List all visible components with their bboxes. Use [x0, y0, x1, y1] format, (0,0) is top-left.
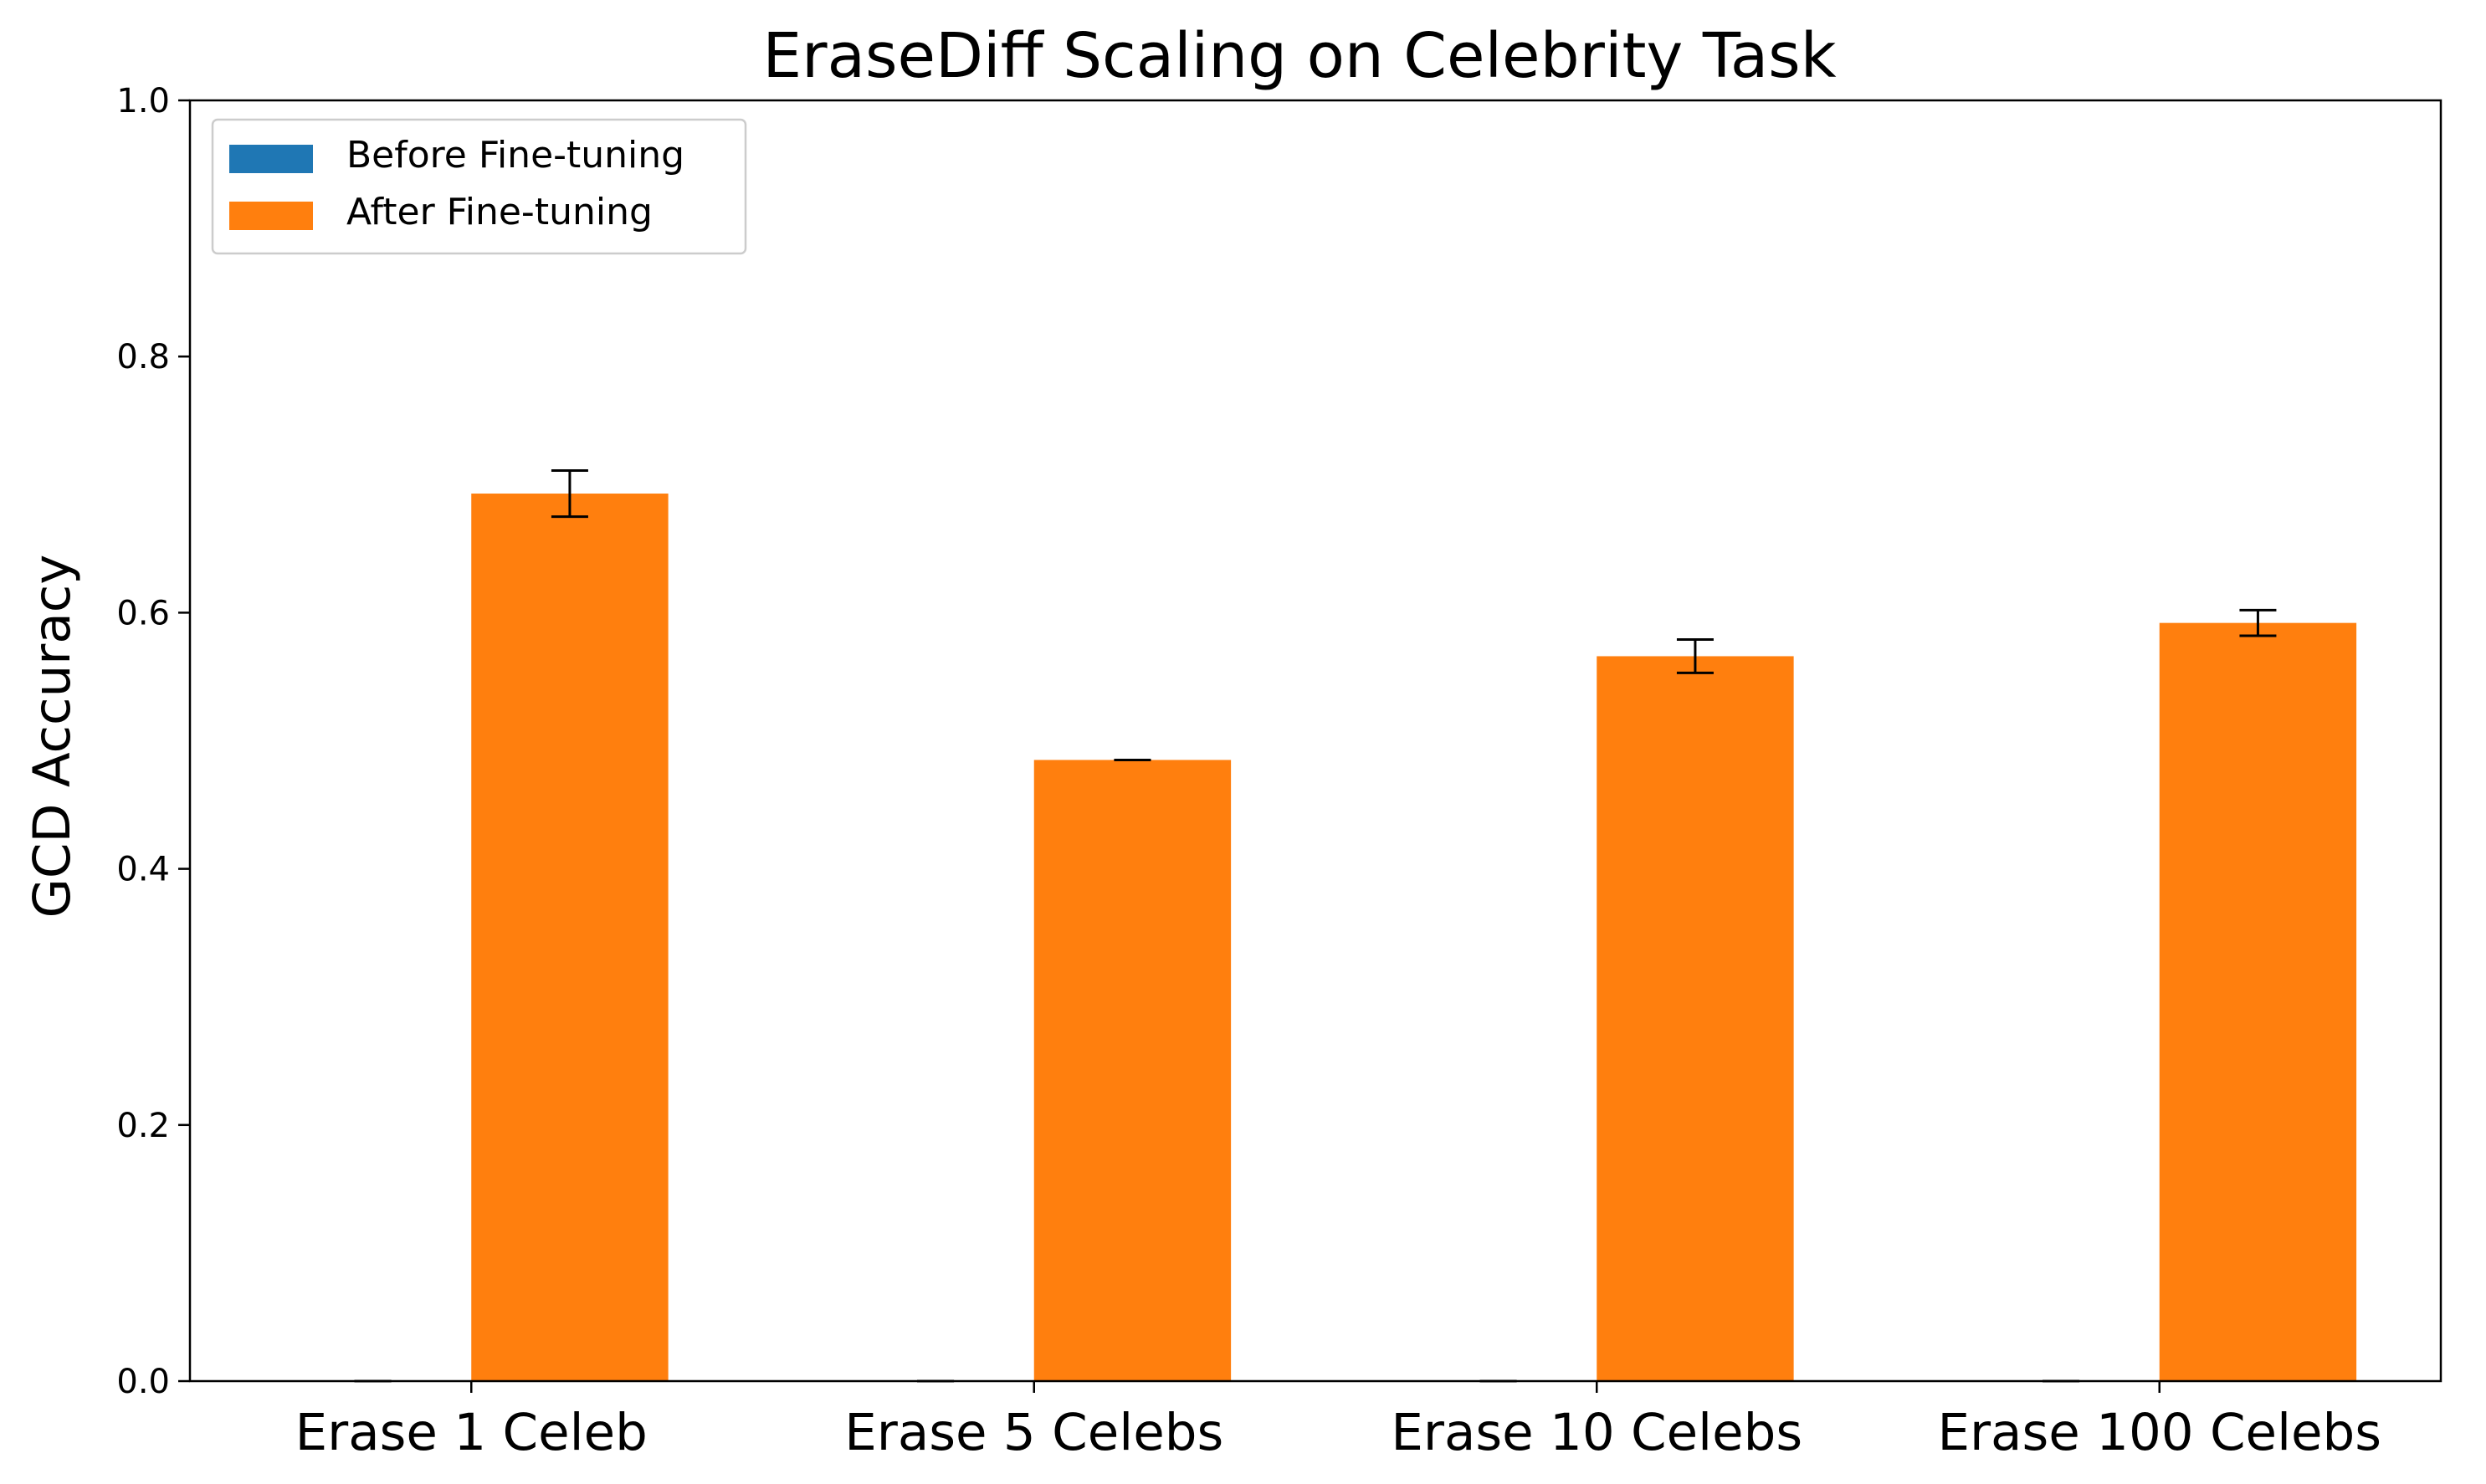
- y-axis-label: GCD Accuracy: [23, 555, 82, 919]
- bar-after-fine-tuning: [2159, 622, 2357, 1381]
- x-axis-ticks: Erase 1 Celeb Erase 5 Celebs Erase 10 Cele…: [295, 1381, 2381, 1462]
- bar-after-fine-tuning: [1033, 760, 1232, 1381]
- legend-label-after: After Fine-tuning: [346, 191, 653, 233]
- chart-title: EraseDiff Scaling on Celebrity Task: [762, 20, 1836, 92]
- x-tick-label: Erase 5 Celebs: [844, 1403, 1223, 1462]
- error-bar: [2239, 608, 2277, 637]
- x-tick-label: Erase 1 Celeb: [295, 1403, 648, 1462]
- y-tick-label: 1.0: [116, 82, 170, 120]
- error-bar: [1676, 638, 1714, 674]
- bar-after-fine-tuning: [471, 494, 669, 1381]
- bar-after-fine-tuning: [1597, 656, 1794, 1381]
- error-bar: [551, 468, 588, 519]
- legend-label-before: Before Fine-tuning: [346, 134, 684, 177]
- y-axis-ticks: 0.0 0.2 0.4 0.6 0.8 1.0: [116, 82, 190, 1401]
- legend-box: [211, 118, 747, 255]
- legend-swatch-after: [229, 202, 313, 230]
- y-tick-label: 0.2: [116, 1107, 170, 1145]
- x-tick-label: Erase 100 Celebs: [1937, 1403, 2381, 1462]
- y-tick-label: 0.0: [116, 1363, 170, 1401]
- y-tick-label: 0.6: [116, 594, 170, 632]
- y-tick-label: 0.8: [116, 338, 170, 376]
- x-tick-label: Erase 10 Celebs: [1391, 1403, 1802, 1462]
- plot-frame: [188, 99, 2442, 1383]
- legend-swatch-before: [229, 145, 313, 173]
- bars-group: [471, 494, 2357, 1381]
- legend: Before Fine-tuning After Fine-tuning: [211, 118, 747, 255]
- y-tick-label: 0.4: [116, 851, 170, 889]
